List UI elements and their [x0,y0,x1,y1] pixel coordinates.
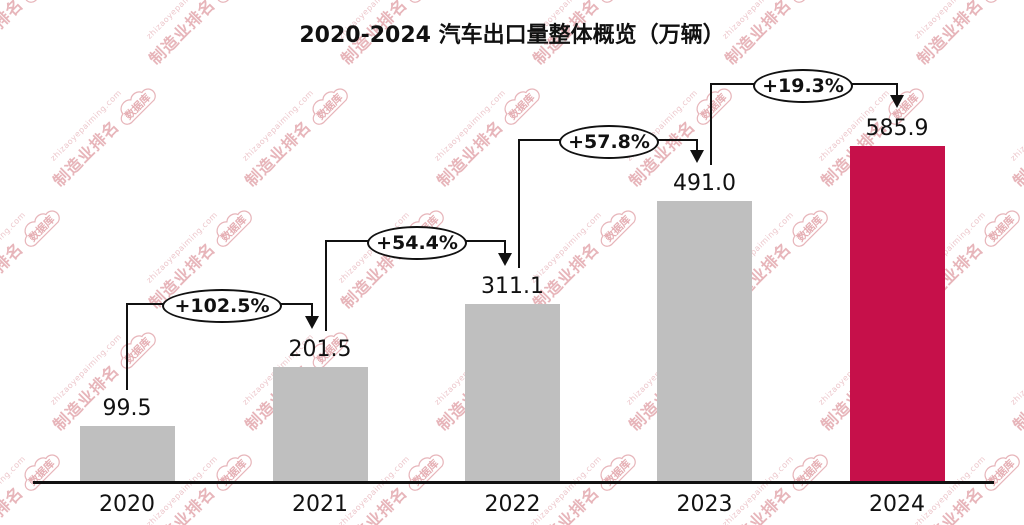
watermark-cloud-icon: 数据库 [216,0,253,4]
watermark-cloud-text: 数据库 [218,0,250,1]
connector-riser-2022 [517,139,520,269]
watermark-url-text: zhizaoyepaiming.com [1008,88,1024,163]
watermark-cloud-text: 数据库 [314,91,346,123]
watermark-brand-text: 制造业排名 [1009,360,1024,435]
watermark-url-text: zhizaoyepaiming.com [432,88,508,163]
watermark-brand-text: 制造业排名 [1009,116,1024,191]
watermark-cloud-text: 数据库 [986,457,1018,489]
watermark-cloud-icon: 数据库 [216,210,253,248]
value-label-2020: 99.5 [102,395,152,421]
watermark-cloud-icon: 数据库 [24,0,61,4]
bar-2022 [465,304,560,483]
connector-riser-2021 [325,240,327,332]
x-tick-label-2023: 2023 [676,492,733,517]
watermark-cloud-text: 数据库 [698,91,730,123]
watermark-cloud-icon: 数据库 [792,0,829,4]
watermark-cloud-text: 数据库 [506,91,538,123]
watermark-cloud-text: 数据库 [794,457,826,489]
growth-bubble-1: +54.4% [367,226,467,260]
watermark-url-text: zhizaoyepaiming.com [1008,332,1024,407]
watermark-cloud-text: 数据库 [26,0,58,1]
watermark-cloud-text: 数据库 [602,457,634,489]
connector-arrow-line-2 [695,139,698,152]
watermark-cloud-icon: 数据库 [504,88,541,126]
watermark-cloud-text: 数据库 [986,0,1018,1]
connector-riser-2023 [709,83,712,165]
x-axis-line [33,481,994,484]
watermark-cloud-text: 数据库 [26,213,58,245]
bar-2023 [657,200,752,483]
value-label-2024: 585.9 [865,116,929,141]
watermark-brand-text: 制造业排名 [241,116,315,191]
watermark-cloud-icon: 数据库 [120,332,157,370]
bar-2021 [272,367,368,483]
watermark-url-text: zhizaoyepaiming.com [48,88,124,163]
watermark-cloud-text: 数据库 [986,213,1018,245]
watermark-cloud-icon: 数据库 [600,210,637,248]
watermark-url-text: zhizaoyepaiming.com [0,210,28,285]
watermark-cloud-icon: 数据库 [984,454,1021,492]
watermark-brand-text: 制造业排名 [433,116,507,191]
watermark-cloud-text: 数据库 [122,91,154,123]
watermark-brand-text: 制造业排名 [49,116,123,191]
chart-title: 2020-2024 汽车出口量整体概览（万辆） [299,23,725,48]
arrow-head-2024 [890,95,904,108]
x-tick-label-2024: 2024 [869,492,925,517]
watermark-url-text: zhizaoyepaiming.com [337,155,467,285]
x-tick-label-2021: 2021 [292,492,348,517]
value-label-2021: 201.5 [288,337,352,363]
watermark-cloud-icon: 数据库 [312,88,349,126]
arrow-head-2022 [497,253,512,267]
connector-arrow-line-0 [311,303,313,319]
bar-2020 [79,425,175,483]
watermark-cloud-text: 数据库 [794,213,826,245]
growth-bubble-3: +19.3% [753,69,853,103]
watermark-cloud-icon: 数据库 [792,210,829,248]
watermark-cloud-icon: 数据库 [24,210,61,248]
watermark-cloud-text: 数据库 [602,0,634,1]
watermark-cloud-text: 数据库 [410,457,442,489]
growth-bubble-2: +57.8% [559,125,659,159]
x-tick-label-2022: 2022 [484,492,541,517]
watermark-cloud-text: 数据库 [410,0,442,1]
watermark-cloud-text: 数据库 [26,457,58,489]
arrow-head-2021 [305,316,319,330]
watermark-cloud-text: 数据库 [218,213,250,245]
connector-riser-2020 [126,303,128,390]
watermark-cloud-icon: 数据库 [600,0,637,4]
growth-bubble-0: +102.5% [162,289,282,323]
connector-arrow-line-1 [503,240,506,256]
watermark-brand-text: 制造业排名 [0,482,27,525]
watermark-url-text: zhizaoyepaiming.com [144,210,220,285]
watermark-cloud-icon: 数据库 [984,210,1021,248]
watermark-cloud-icon: 数据库 [984,0,1021,4]
bar-2024 [849,146,945,483]
arrow-head-2023 [689,149,704,163]
watermark-cloud-icon: 数据库 [408,0,445,4]
watermark-brand-text: 制造业排名 [0,238,27,313]
value-label-2022: 311.1 [481,274,544,300]
watermark-cloud-text: 数据库 [794,0,826,1]
value-label-2023: 491.0 [673,170,736,196]
x-tick-label-2020: 2020 [99,492,155,517]
watermark-cloud-icon: 数据库 [120,88,157,126]
watermark-url-text: zhizaoyepaiming.com [48,332,124,407]
watermark-cloud-text: 数据库 [218,457,250,489]
watermark-cloud-text: 数据库 [602,213,634,245]
watermark-url-text: zhizaoyepaiming.com [240,88,316,163]
